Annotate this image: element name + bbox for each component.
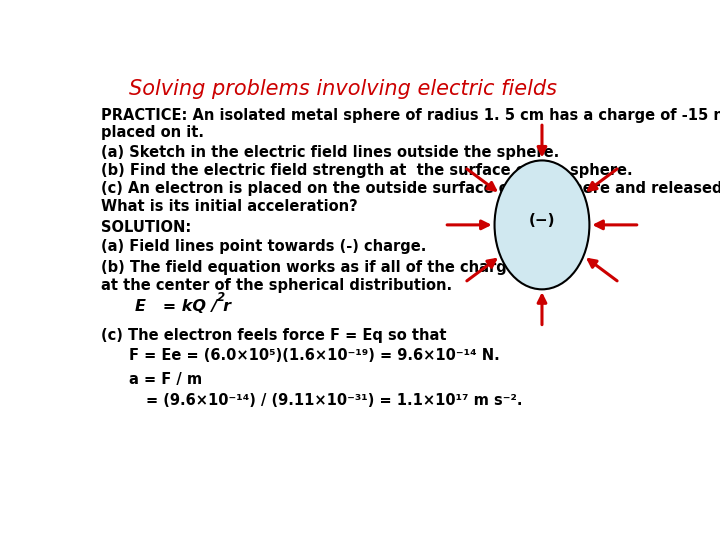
Text: (a) Field lines point towards (-) charge.: (a) Field lines point towards (-) charge…: [101, 239, 426, 254]
Text: What is its initial acceleration?: What is its initial acceleration?: [101, 199, 358, 214]
Text: F = Ee = (6.0×10⁵)(1.6×10⁻¹⁹) = 9.6×10⁻¹⁴ N.: F = Ee = (6.0×10⁵)(1.6×10⁻¹⁹) = 9.6×10⁻¹…: [129, 348, 500, 363]
Text: E   = kQ / r: E = kQ / r: [135, 299, 230, 314]
Text: at the center of the spherical distribution.: at the center of the spherical distribut…: [101, 278, 452, 293]
Text: (c) The electron feels force F = Eq so that: (c) The electron feels force F = Eq so t…: [101, 328, 446, 342]
Text: = (9.6×10⁻¹⁴) / (9.11×10⁻³¹) = 1.1×10¹⁷ m s⁻².: = (9.6×10⁻¹⁴) / (9.11×10⁻³¹) = 1.1×10¹⁷ …: [145, 393, 522, 408]
Text: SOLUTION:: SOLUTION:: [101, 220, 192, 235]
Text: (b) Find the electric field strength at  the surface of the sphere.: (b) Find the electric field strength at …: [101, 163, 633, 178]
Ellipse shape: [495, 160, 590, 289]
Text: PRACTICE: An isolated metal sphere of radius 1. 5 cm has a charge of -15 nC: PRACTICE: An isolated metal sphere of ra…: [101, 109, 720, 124]
Text: 2: 2: [217, 291, 225, 304]
Text: (c) An electron is placed on the outside surface of the sphere and released.: (c) An electron is placed on the outside…: [101, 181, 720, 196]
Text: (b) The field equation works as if all of the charge is: (b) The field equation works as if all o…: [101, 260, 536, 275]
Text: Solving problems involving electric fields: Solving problems involving electric fiel…: [129, 79, 557, 99]
Text: (a) Sketch in the electric field lines outside the sphere.: (a) Sketch in the electric field lines o…: [101, 145, 559, 160]
Text: a = F / m: a = F / m: [129, 372, 202, 387]
Text: placed on it.: placed on it.: [101, 125, 204, 140]
Text: (−): (−): [528, 213, 555, 228]
